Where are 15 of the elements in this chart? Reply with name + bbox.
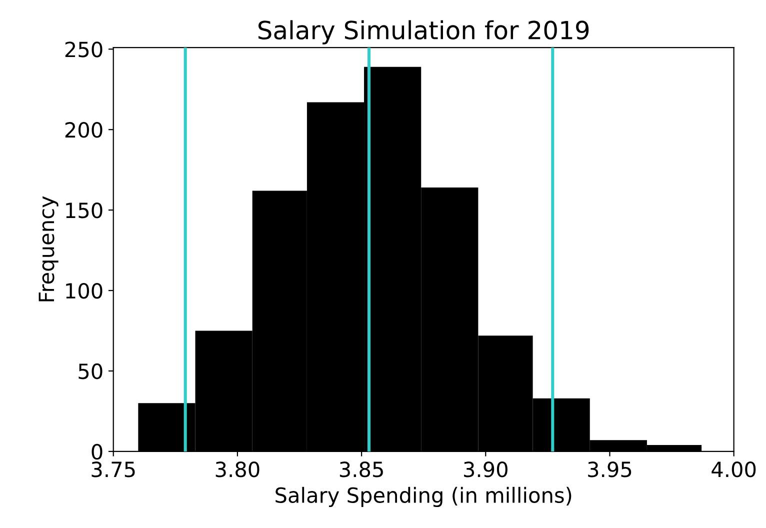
x-axis-title: Salary Spending (in millions) xyxy=(276,486,572,508)
chart-title: Salary Simulation for 2019 xyxy=(258,20,589,44)
y-tick-label: 250 xyxy=(65,42,102,58)
x-tick-label: 3.85 xyxy=(340,462,383,478)
x-tick-label: 3.95 xyxy=(588,462,632,478)
x-tick-label: 3.75 xyxy=(92,462,135,478)
y-axis-title: Frequency xyxy=(38,196,58,302)
y-tick-label: 150 xyxy=(66,202,102,218)
y-tick-label: 100 xyxy=(66,282,102,299)
x-tick-label: 3.80 xyxy=(216,462,260,478)
x-tick-label: 4.00 xyxy=(712,462,756,478)
x-tick-label: 3.90 xyxy=(464,462,508,478)
y-tick-label: 50 xyxy=(78,363,102,380)
y-tick-label: 200 xyxy=(65,122,102,138)
y-tick-label: 0 xyxy=(92,444,102,460)
